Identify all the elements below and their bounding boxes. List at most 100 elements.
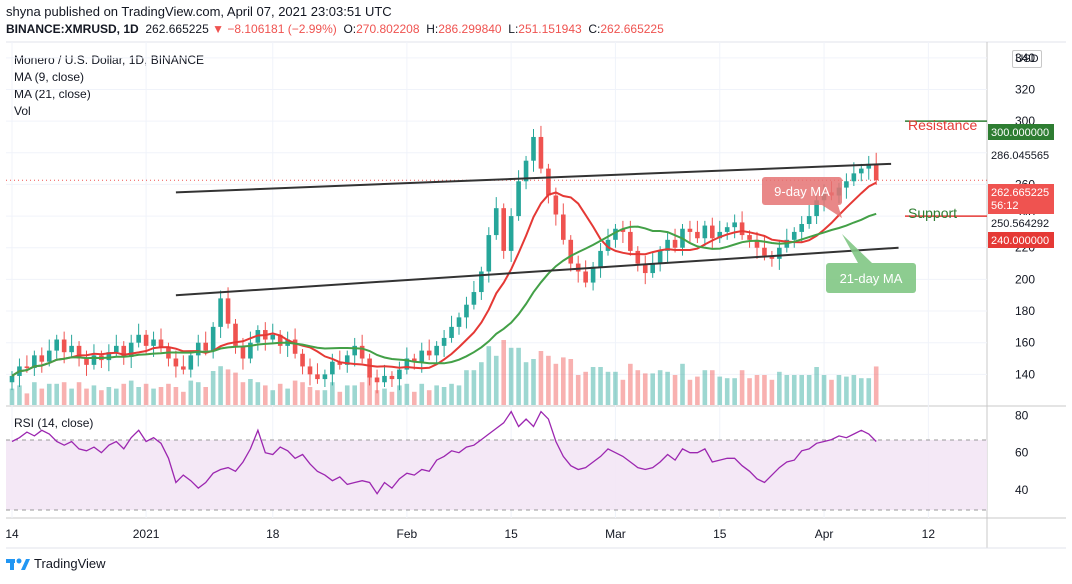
volume-bar — [233, 372, 238, 405]
volume-bar — [538, 351, 544, 405]
time-tick-label: 18 — [266, 527, 280, 541]
candle-body — [635, 250, 641, 264]
candle-body — [404, 358, 410, 370]
volume-bar — [501, 340, 506, 405]
candle-body — [9, 375, 15, 383]
candle-body — [292, 339, 298, 354]
volume-bar — [739, 370, 745, 405]
candle-body — [128, 342, 134, 357]
candle-body — [613, 228, 618, 240]
candle-body — [367, 358, 372, 378]
volume-bar — [546, 355, 551, 405]
currency-button[interactable]: USD — [1012, 50, 1042, 68]
candle-body — [76, 345, 82, 359]
candle-body — [32, 355, 37, 369]
volume-bar — [203, 387, 208, 405]
last-price-text: 262.665225 — [991, 187, 1049, 199]
rsi-tick-label: 80 — [1015, 408, 1029, 422]
volume-bar — [486, 346, 492, 405]
rsi-tick-label: 60 — [1015, 446, 1029, 460]
volume-bar — [315, 390, 320, 405]
volume-bar — [575, 375, 581, 405]
candle-body — [844, 181, 849, 188]
volume-bar — [799, 375, 804, 405]
volume-bar — [754, 375, 760, 405]
candle-body — [151, 339, 156, 346]
publisher-line: shyna published on TradingView.com, Apri… — [6, 4, 392, 19]
volume-bar — [32, 382, 37, 405]
candle-body — [441, 337, 447, 346]
vol-legend[interactable]: Vol — [14, 104, 31, 118]
time-tick-label: 14 — [5, 527, 19, 541]
candle-body — [583, 271, 588, 283]
candle-body — [464, 304, 469, 318]
volume-bar — [412, 391, 417, 405]
candle-body — [575, 263, 581, 272]
candle-body — [397, 369, 402, 380]
candle-body — [531, 136, 536, 161]
candle-body — [114, 345, 119, 353]
moving-averages — [11, 181, 877, 377]
candle-body — [724, 227, 730, 232]
channel-lines — [175, 162, 899, 297]
volume-bar — [635, 370, 641, 405]
volume-bar — [866, 378, 872, 405]
candle-body — [322, 374, 328, 380]
volume-bar — [583, 371, 588, 405]
tradingview-brand: TradingView — [34, 556, 106, 571]
candle-body — [859, 168, 864, 174]
candle-body — [672, 239, 678, 248]
channel-upper-line — [175, 162, 892, 194]
candle-body — [412, 358, 417, 362]
time-tick-label: 12 — [922, 527, 936, 541]
volume-bar — [69, 388, 74, 405]
change-value: −8.106181 (−2.99%) — [227, 22, 337, 36]
volume-bar — [605, 371, 611, 405]
candle-body — [769, 255, 775, 259]
candle-body — [665, 239, 670, 251]
ma21-callout: 21-day MA — [826, 234, 916, 293]
candle-body — [419, 350, 425, 362]
volume-bar — [806, 375, 812, 405]
candle-body — [46, 350, 52, 362]
candle-body — [695, 231, 700, 239]
candle-body — [762, 247, 767, 256]
candle-body — [598, 250, 603, 267]
candle-body — [702, 225, 708, 239]
ma21-legend[interactable]: MA (21, close) — [14, 87, 91, 101]
volume-bar — [702, 370, 708, 405]
candle-body — [225, 298, 231, 324]
low-tag: 250.564292 — [988, 215, 1054, 231]
candle-body — [620, 228, 626, 232]
candle-body — [143, 334, 149, 346]
high-value: 286.299840 — [438, 22, 502, 36]
candle-body — [747, 235, 752, 240]
volume-bar — [151, 388, 156, 405]
volume-bar — [240, 382, 246, 405]
volume-bar — [255, 382, 261, 405]
volume-bar — [76, 382, 82, 405]
volume-bar — [456, 385, 462, 405]
support-tag: 240.000000 — [988, 232, 1054, 248]
symbol-label[interactable]: BINANCE:XMRUSD, 1D — [6, 22, 139, 36]
close-label: C: — [588, 22, 601, 36]
channel-lower-line — [175, 246, 899, 297]
volume-bar — [292, 380, 298, 405]
candle-body — [61, 339, 67, 353]
ma9-legend[interactable]: MA (9, close) — [14, 70, 85, 84]
rsi-legend[interactable]: RSI (14, close) — [14, 416, 94, 430]
volume-bar — [791, 375, 797, 405]
candle-body — [54, 339, 59, 351]
volume-bar — [397, 385, 402, 405]
volume-bar — [352, 385, 357, 405]
volume-bar — [747, 378, 752, 405]
volume-bar — [121, 383, 127, 405]
last-price-tag: 262.665225 56:12 — [988, 184, 1054, 214]
volume-bar — [508, 347, 514, 405]
resistance-tag: 300.000000 — [988, 124, 1054, 140]
volume-bar — [628, 363, 633, 405]
tradingview-logo[interactable]: TradingView — [6, 556, 106, 571]
volume-bar — [717, 376, 723, 405]
volume-bar — [784, 375, 790, 405]
